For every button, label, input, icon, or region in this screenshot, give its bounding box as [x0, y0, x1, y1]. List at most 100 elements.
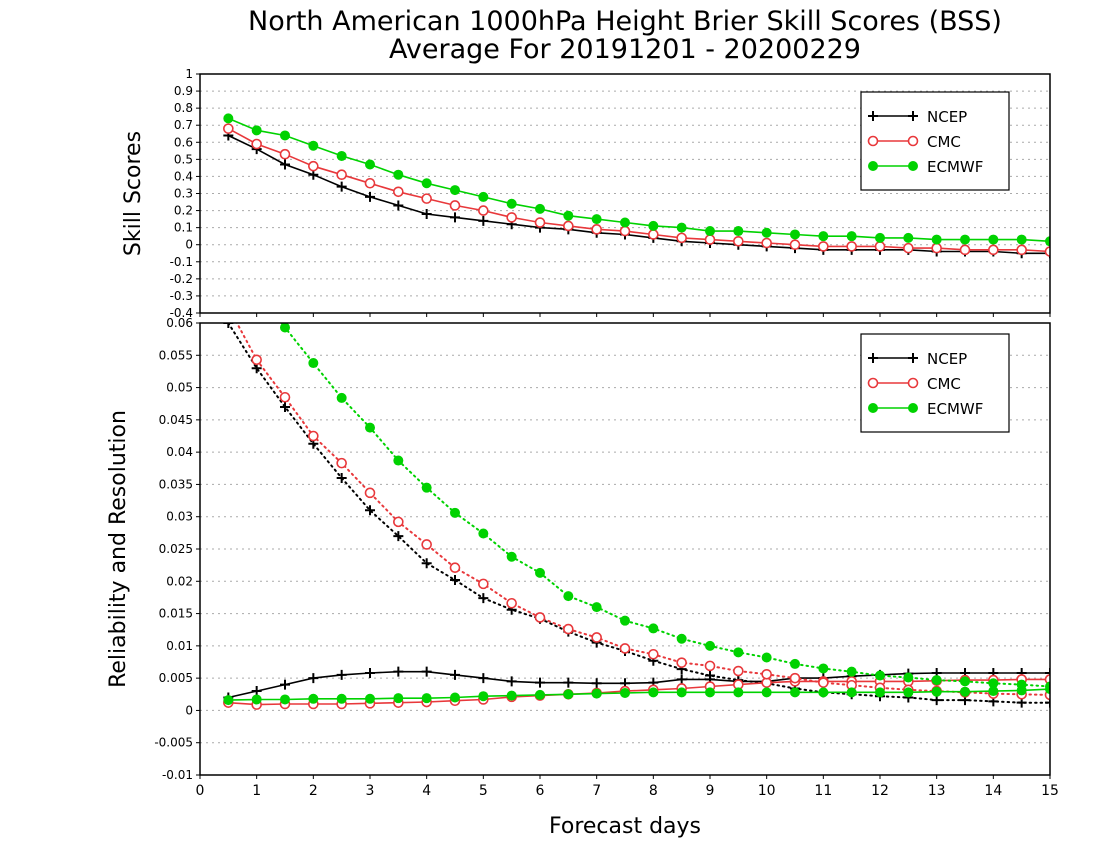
- data-point-ecmwf: [846, 231, 857, 242]
- data-point-cmc: [563, 220, 574, 232]
- data-point-ecmwf: [365, 159, 375, 170]
- data-point-cmc: [478, 205, 489, 216]
- legend-marker-ncep: [868, 111, 878, 121]
- data-point-ecmwf: [818, 231, 829, 242]
- data-point-cmc-dotted: [648, 648, 659, 660]
- data-point-ncep: [393, 200, 404, 211]
- y-tick-label: 0.05: [166, 381, 193, 395]
- data-point-ecmwf: [506, 690, 517, 701]
- data-point-cmc-dotted: [761, 668, 772, 680]
- data-point-ecmwf-dotted: [336, 392, 347, 403]
- data-point-ecmwf-dotted: [1045, 681, 1050, 692]
- data-point-cmc-dotted: [818, 677, 829, 688]
- data-point-ncep: [280, 679, 290, 690]
- series-line-ecmwf-dotted: [280, 323, 1050, 688]
- y-tick-label: -0.2: [170, 272, 193, 286]
- data-point-ecmwf: [931, 686, 942, 697]
- data-point-cmc: [279, 148, 291, 160]
- data-point-ncep: [591, 678, 602, 689]
- series-line-cmc-dotted: [235, 323, 1050, 696]
- data-point-cmc: [591, 224, 602, 235]
- data-point-cmc: [308, 160, 319, 172]
- data-point-cmc: [449, 200, 461, 211]
- data-point-cmc: [506, 212, 517, 223]
- data-point-ecmwf-dotted: [620, 615, 630, 626]
- data-point-cmc: [903, 242, 914, 254]
- y-tick-label: 0.045: [159, 413, 193, 427]
- x-tick-label: 11: [814, 783, 832, 799]
- x-tick-label: 10: [758, 783, 776, 799]
- data-point-ecmwf: [1016, 234, 1027, 245]
- data-point-cmc-dotted: [393, 516, 404, 528]
- data-point-cmc-dotted: [308, 430, 319, 442]
- data-point-cmc: [959, 244, 971, 256]
- legend-marker-ecmwf: [908, 161, 918, 171]
- data-point-ecmwf: [846, 687, 857, 698]
- data-point-ecmwf: [988, 686, 999, 697]
- data-point-ecmwf: [478, 191, 489, 202]
- data-point-ecmwf: [903, 232, 914, 243]
- chart-title-line1: North American 1000hPa Height Brier Skil…: [248, 6, 1002, 37]
- data-point-cmc: [421, 193, 432, 204]
- data-point-ecmwf-dotted: [761, 652, 772, 663]
- data-point-ecmwf: [790, 687, 800, 698]
- data-point-ecmwf: [761, 227, 772, 238]
- y-tick-label: 0.03: [166, 510, 193, 524]
- x-tick-label: 6: [536, 783, 545, 799]
- data-point-ncep: [365, 191, 375, 202]
- legend-marker-ncep: [908, 111, 918, 121]
- y-tick-label: 0.005: [159, 671, 193, 685]
- y-tick-label: 0.6: [174, 135, 193, 149]
- x-tick-label: 12: [871, 783, 889, 799]
- data-point-ecmwf-dotted: [393, 455, 404, 466]
- data-point-ncep: [563, 677, 574, 688]
- data-point-ncep: [336, 669, 347, 680]
- legend-marker-ecmwf: [908, 403, 918, 413]
- data-point-ecmwf: [620, 217, 630, 228]
- data-point-ecmwf: [535, 689, 545, 700]
- y-tick-label: -0.005: [154, 736, 193, 750]
- data-point-ecmwf: [648, 220, 659, 231]
- data-point-ecmwf: [620, 687, 630, 698]
- series-group: [223, 323, 1050, 710]
- data-point-cmc: [931, 242, 942, 254]
- series-line-ncep: [228, 670, 1050, 699]
- data-point-ecmwf-dotted: [591, 602, 602, 613]
- data-point-ecmwf-dotted: [733, 647, 744, 658]
- data-point-ncep: [450, 212, 460, 223]
- data-point-ncep: [478, 215, 489, 226]
- y-tick-label: 0.8: [174, 101, 193, 115]
- data-point-cmc: [251, 138, 262, 150]
- data-point-ncep: [535, 677, 545, 688]
- data-point-ncep-dotted: [365, 505, 375, 516]
- data-point-cmc: [818, 241, 829, 252]
- y-tick-label: -0.1: [170, 255, 193, 269]
- x-tick-label: 1: [252, 783, 261, 799]
- data-point-ecmwf: [393, 169, 404, 180]
- x-tick-label: 5: [479, 783, 488, 799]
- data-point-ecmwf-dotted: [365, 422, 375, 433]
- legend-marker-ecmwf: [868, 161, 878, 171]
- legend-marker-cmc: [907, 135, 919, 147]
- x-tick-label: 0: [196, 783, 205, 799]
- legend-marker-ecmwf: [868, 403, 878, 413]
- data-point-ecmwf: [563, 210, 574, 221]
- data-point-ecmwf-dotted: [308, 358, 319, 369]
- legend: NCEP CMC ECMWF: [860, 91, 1010, 191]
- data-point-ncep-dotted: [223, 323, 234, 328]
- legend-marker-cmc: [867, 377, 879, 389]
- data-point-ecmwf: [280, 694, 290, 705]
- data-point-cmc: [846, 241, 857, 252]
- data-point-ecmwf: [478, 691, 489, 702]
- data-point-cmc-dotted: [279, 391, 291, 403]
- panel-2: -0.01 -0.005 0 0.005 0.01 0.015 0.02 0.025 0.03 0…: [106, 316, 1059, 799]
- data-point-cmc-dotted: [336, 457, 347, 469]
- data-point-cmc: [1016, 244, 1027, 256]
- data-point-ncep: [450, 669, 460, 680]
- data-point-ecmwf-dotted: [790, 658, 800, 669]
- y-tick-label: 0: [185, 703, 193, 717]
- data-point-ncep: [336, 181, 347, 192]
- y-tick-label: 0.02: [166, 574, 193, 588]
- data-point-ecmwf-dotted: [1016, 679, 1027, 690]
- data-point-cmc-dotted: [506, 597, 517, 609]
